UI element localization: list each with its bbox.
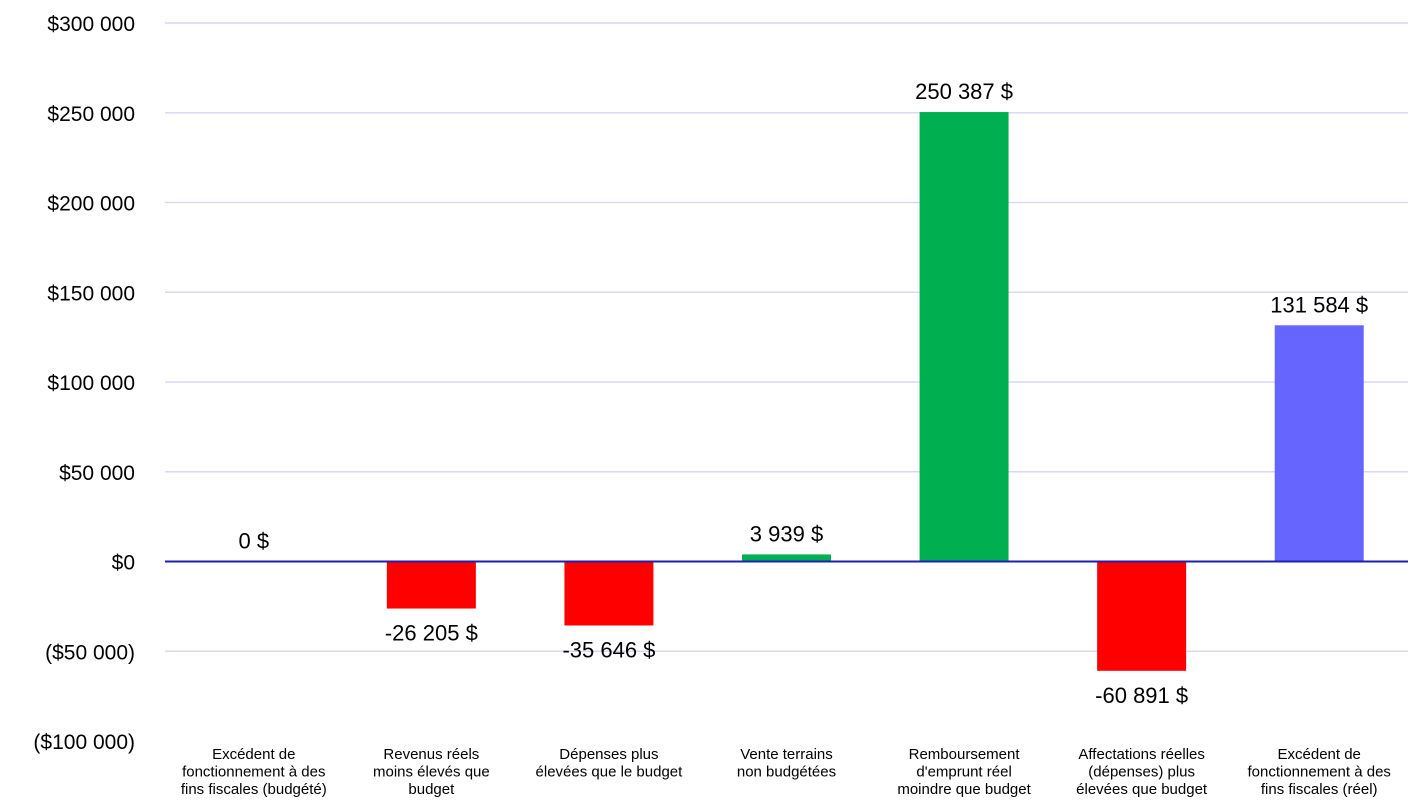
x-axis-category-labels: Excédent de fonctionnement à des fins fisc… bbox=[181, 746, 1391, 798]
bar bbox=[564, 561, 654, 626]
category-label: Remboursement d'emprunt réel moindre que b… bbox=[897, 746, 1031, 798]
y-tick-label: $300 000 bbox=[47, 13, 135, 36]
bar bbox=[919, 112, 1009, 562]
y-tick-label: $150 000 bbox=[47, 282, 135, 305]
category-label: Affectations réelles (dépenses) plus élevé… bbox=[1076, 746, 1208, 798]
data-labels: 0 $ -26 205 $ -35 646 $ 3 939 $ 250 387 $ -60… bbox=[238, 79, 1368, 708]
y-tick-label: $100 000 bbox=[47, 372, 135, 395]
category-label: Excédent de fonctionnement à des fins fisc… bbox=[181, 746, 327, 798]
data-label: 131 584 $ bbox=[1270, 292, 1368, 317]
bar bbox=[1274, 325, 1364, 562]
data-label: -35 646 $ bbox=[562, 637, 655, 662]
category-label: Dépenses plus élevées que le budget bbox=[536, 746, 684, 781]
data-label: 3 939 $ bbox=[750, 521, 823, 546]
data-label: 250 387 $ bbox=[915, 79, 1013, 104]
y-tick-label: ($50 000) bbox=[45, 641, 135, 664]
bars bbox=[386, 112, 1364, 671]
data-label: 0 $ bbox=[238, 529, 269, 554]
y-tick-label: $50 000 bbox=[59, 462, 135, 485]
y-tick-label: ($100 000) bbox=[33, 731, 135, 754]
category-label: Vente terrains non budgétées bbox=[737, 746, 836, 781]
bar bbox=[742, 554, 831, 562]
data-label: -60 891 $ bbox=[1095, 683, 1188, 708]
data-label: -26 205 $ bbox=[385, 621, 478, 646]
grid-lines bbox=[165, 22, 1408, 652]
y-tick-label: $200 000 bbox=[47, 193, 135, 216]
bar bbox=[386, 561, 476, 609]
y-axis-tick-labels: $300 000 $250 000 $200 000 $150 000 $100 000… bbox=[33, 13, 135, 754]
category-label: Revenus réels moins élevés que budget bbox=[373, 746, 490, 798]
category-label: Excédent de fonctionnement à des fins fisc… bbox=[1247, 746, 1390, 798]
y-tick-label: $0 bbox=[112, 552, 135, 575]
y-tick-label: $250 000 bbox=[47, 103, 135, 126]
bar bbox=[1097, 561, 1187, 671]
